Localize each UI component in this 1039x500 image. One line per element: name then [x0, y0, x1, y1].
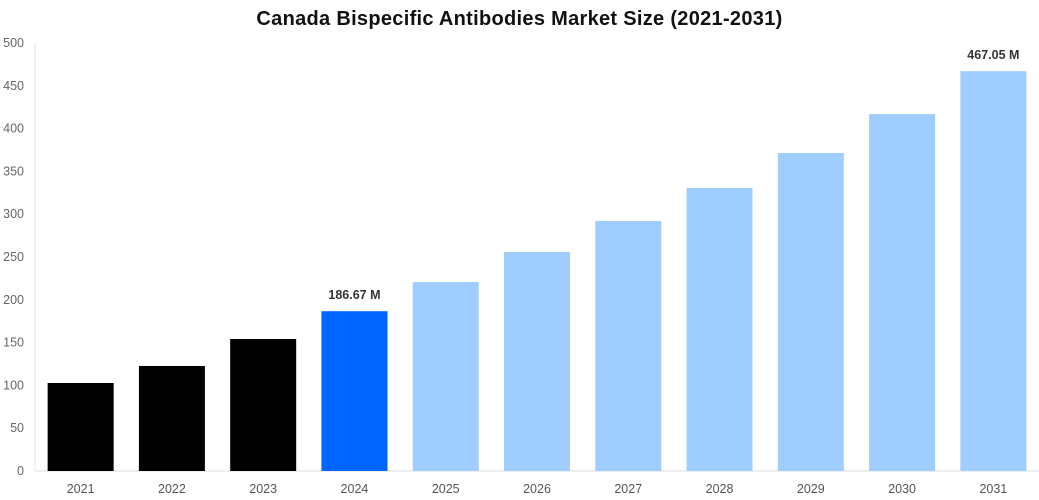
bar-2029 [777, 152, 844, 471]
x-tick-label: 2022 [158, 482, 186, 496]
y-tick-label: 500 [3, 36, 24, 50]
y-tick-label: 400 [3, 122, 24, 136]
x-tick-label: 2028 [706, 482, 734, 496]
y-tick-label: 150 [3, 336, 24, 350]
bar-2028 [686, 188, 753, 471]
y-tick-label: 100 [3, 378, 24, 392]
bar-2027 [595, 220, 662, 471]
y-tick-label: 250 [3, 250, 24, 264]
bar-2023 [230, 339, 297, 471]
x-tick-label: 2023 [249, 482, 277, 496]
y-tick-label: 300 [3, 207, 24, 221]
bar-2024 [321, 311, 388, 471]
bar-2026 [504, 252, 570, 471]
y-tick-label: 50 [10, 421, 24, 435]
bar-2022 [138, 365, 205, 471]
bar-2021 [47, 383, 114, 471]
x-tick-label: 2024 [341, 482, 369, 496]
data-label: 467.05 M [967, 48, 1019, 62]
y-tick-label: 0 [17, 464, 24, 478]
bar-2031 [960, 71, 1027, 471]
y-tick-label: 200 [3, 293, 24, 307]
data-label: 186.67 M [328, 288, 380, 302]
y-tick-label: 350 [3, 164, 24, 178]
x-tick-label: 2031 [979, 482, 1007, 496]
bar-2030 [869, 114, 936, 471]
x-tick-label: 2025 [432, 482, 460, 496]
x-tick-label: 2027 [614, 482, 642, 496]
y-tick-label: 450 [3, 79, 24, 93]
x-tick-label: 2021 [67, 482, 95, 496]
bar-2025 [412, 281, 479, 471]
x-tick-label: 2026 [523, 482, 551, 496]
chart-title: Canada Bispecific Antibodies Market Size… [256, 8, 783, 30]
x-tick-label: 2029 [797, 482, 825, 496]
x-tick-label: 2030 [888, 482, 916, 496]
